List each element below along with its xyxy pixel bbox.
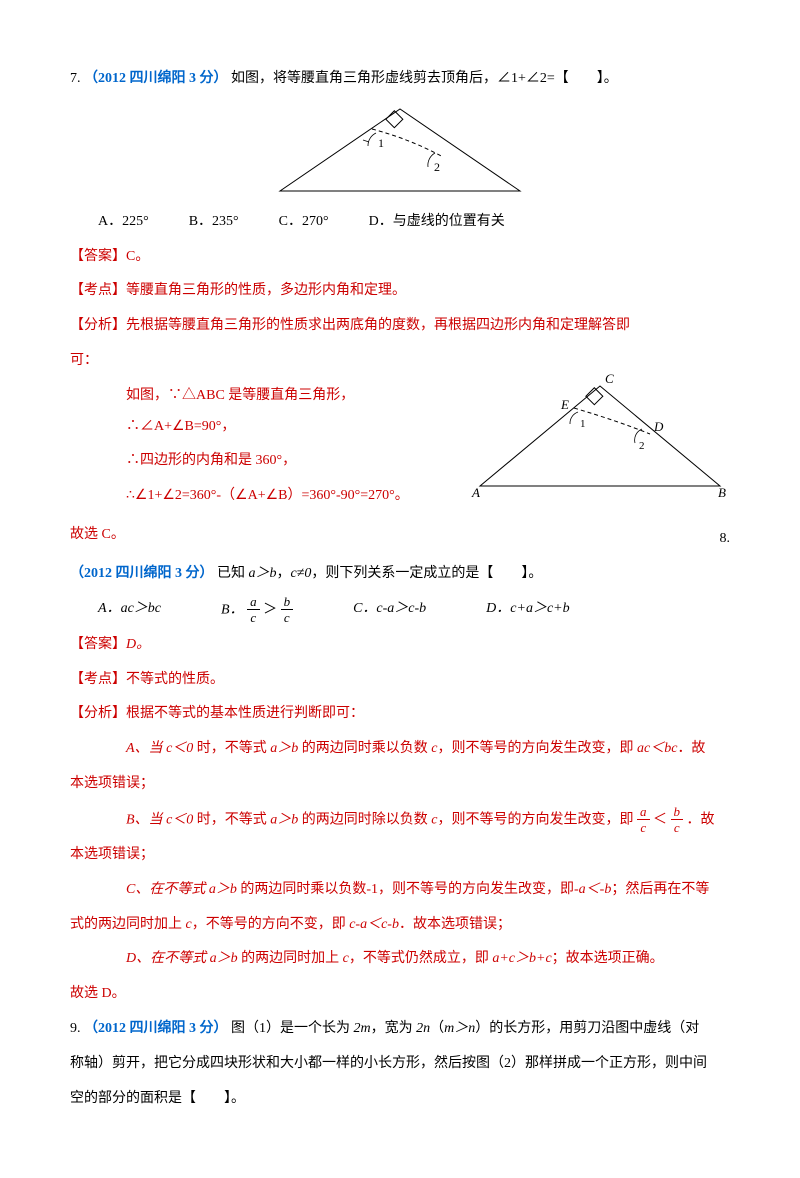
svg-text:2: 2 <box>639 440 645 452</box>
q8-answer: 【答案】D。 <box>70 630 730 661</box>
q7-answer: 【答案】C。 <box>70 242 730 273</box>
q9-number: 9. <box>70 1021 81 1036</box>
q8-choice-b: B． ac ＞ bc <box>221 594 293 626</box>
svg-text:D: D <box>653 419 664 434</box>
q8-conclusion: 故选 D。 <box>70 979 730 1010</box>
q7-text: 如图，将等腰直角三角形虚线剪去顶角后，∠1+∠2=【 】。 <box>231 71 618 86</box>
q7-diagram-1: 1 2 <box>260 101 540 201</box>
q7-choice-c: C．270° <box>279 207 329 238</box>
q8-choice-a: A．ac＞bc <box>98 594 161 626</box>
q8-choice-c: C．c-a＞c-b <box>353 594 426 626</box>
q7-conclusion: 故选 C。 <box>70 520 720 551</box>
q8-d-line: D、在不等式 a＞b 的两边同时加上 c，不等式仍然成立，即 a+c＞b+c；故… <box>70 944 730 975</box>
q7-choice-a: A．225° <box>98 207 149 238</box>
q7-diagram-2: 1 2 A B C D E <box>470 371 730 501</box>
q7-choice-b: B．235° <box>189 207 239 238</box>
q7-choices: A．225° B．235° C．270° D．与虚线的位置有关 <box>98 207 730 238</box>
q7-number: 7. <box>70 71 81 86</box>
q8-c-line1: C、在不等式 a＞b 的两边同时乘以负数-1，则不等号的方向发生改变，即-a＜-… <box>70 875 730 906</box>
svg-text:1: 1 <box>378 136 384 150</box>
svg-text:1: 1 <box>580 418 586 430</box>
q8-a-line1: A、当 c＜0 时，不等式 a＞b 的两边同时乘以负数 c，则不等号的方向发生改… <box>70 734 730 765</box>
q8-kaodian: 【考点】不等式的性质。 <box>70 665 730 696</box>
q8-c-line2: 式的两边同时加上 c，不等号的方向不变，即 c-a＜c-b．故本选项错误； <box>70 910 730 941</box>
q8-b-line2: 本选项错误； <box>70 840 730 871</box>
q7-kaodian: 【考点】等腰直角三角形的性质，多边形内角和定理。 <box>70 276 730 307</box>
q8-b-line1: B、当 c＜0 时，不等式 a＞b 的两边同时除以负数 c，则不等号的方向发生改… <box>70 804 730 836</box>
q9-line1: 9. （2012 四川绵阳 3 分） 图（1）是一个长为 2m，宽为 2n（m＞… <box>70 1014 730 1045</box>
q8-number: 8. <box>720 524 731 555</box>
svg-text:A: A <box>471 485 480 500</box>
q7-choice-d: D．与虚线的位置有关 <box>369 207 505 238</box>
svg-text:E: E <box>560 397 569 412</box>
q7-fenxi-1: 【分析】先根据等腰直角三角形的性质求出两底角的度数，再根据四边形内角和定理解答即 <box>70 311 730 342</box>
q8-fenxi: 【分析】根据不等式的基本性质进行判断即可： <box>70 699 730 730</box>
q8-a-line2: 本选项错误； <box>70 769 730 800</box>
q9-source: （2012 四川绵阳 3 分） <box>84 1021 228 1036</box>
q8-stem: （2012 四川绵阳 3 分） 已知 a＞b，c≠0，则下列关系一定成立的是【 … <box>70 559 730 590</box>
q8-source: （2012 四川绵阳 3 分） <box>70 566 214 581</box>
q9-line3: 空的部分的面积是【 】。 <box>70 1084 730 1115</box>
q7-source: （2012 四川绵阳 3 分） <box>84 71 228 86</box>
svg-text:C: C <box>605 371 614 386</box>
svg-text:B: B <box>718 485 726 500</box>
q7-stem: 7. （2012 四川绵阳 3 分） 如图，将等腰直角三角形虚线剪去顶角后，∠1… <box>70 64 730 95</box>
q8-choices: A．ac＞bc B． ac ＞ bc C．c-a＞c-b D．c+a＞c+b <box>98 594 730 626</box>
q8-choice-d: D．c+a＞c+b <box>486 594 569 626</box>
svg-text:2: 2 <box>434 160 440 174</box>
q9-line2: 称轴）剪开，把它分成四块形状和大小都一样的小长方形，然后按图（2）那样拼成一个正… <box>70 1049 730 1080</box>
